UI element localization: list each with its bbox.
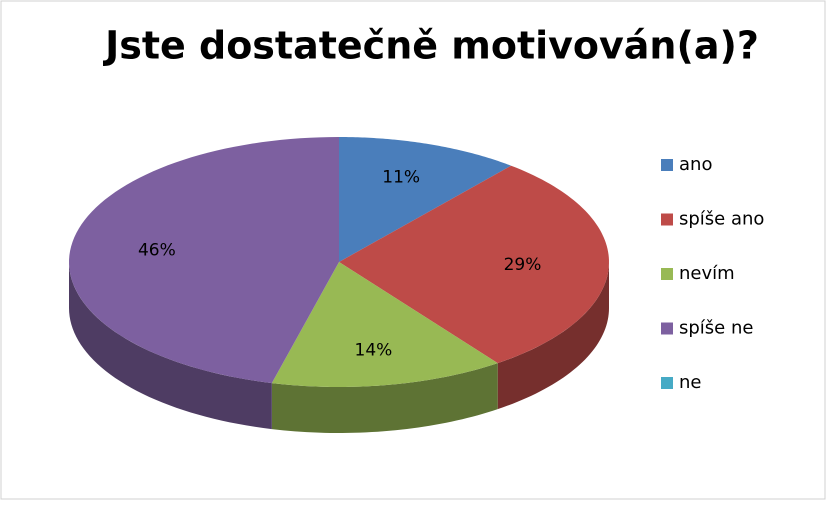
data-label: 29% [504,255,542,275]
legend-label: ne [679,372,701,393]
legend-label: spíše ano [679,209,764,230]
legend-swatch [661,268,673,280]
data-label: 14% [355,340,393,360]
legend-swatch [661,322,673,335]
pie-slice [339,137,512,262]
legend-label: nevím [679,263,735,284]
legend-swatch [661,159,673,171]
legend-label: ano [679,154,712,175]
pie-slice-side [69,262,272,430]
data-label: 11% [382,167,420,187]
legend-label: spíše ne [679,318,753,339]
pie-slice [339,165,609,364]
legend-swatch [661,213,673,226]
chart-title: Jste dostatečně motivován(a)? [102,24,759,68]
pie-slice-side [271,363,498,433]
pie-slice [69,137,339,384]
legend-swatch [661,377,673,389]
data-label: 46% [138,241,176,261]
pie-slice-side [497,262,609,410]
pie-slice [271,262,498,387]
